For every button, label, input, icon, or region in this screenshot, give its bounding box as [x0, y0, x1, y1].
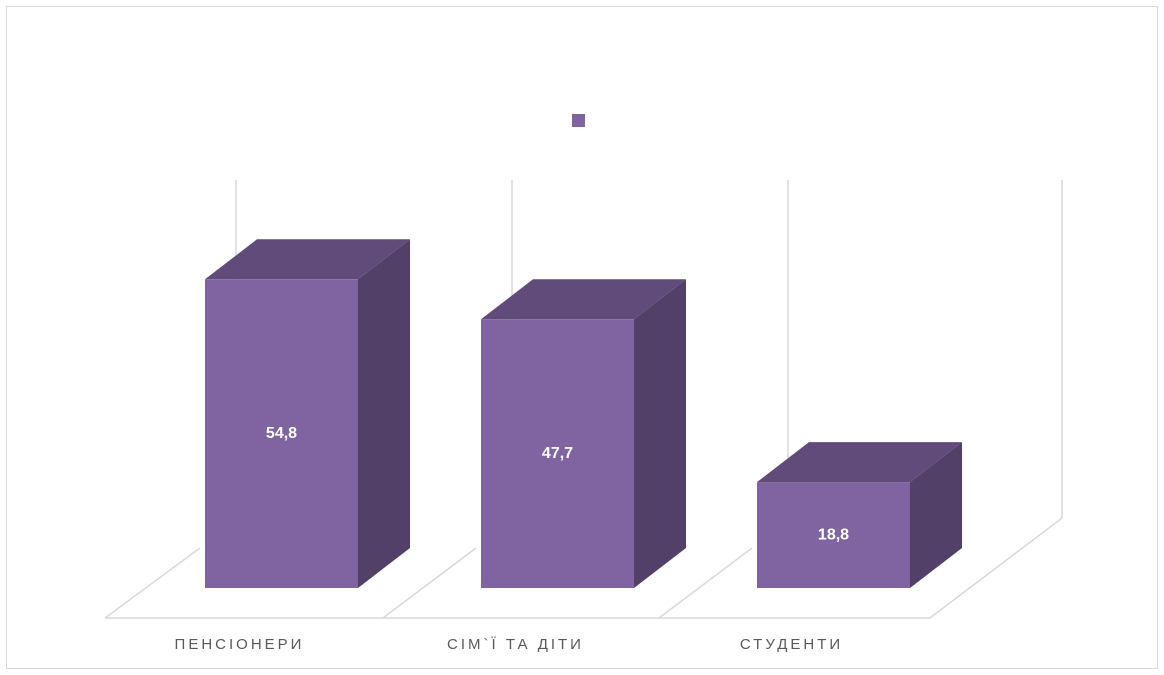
bar-top	[757, 442, 962, 483]
x-tick-label: ПЕНСІОНЕРИ	[175, 636, 305, 653]
floor-edge	[105, 517, 1063, 619]
bar-top	[205, 239, 410, 280]
value-label: 18,8	[818, 526, 849, 543]
bar-top	[481, 279, 686, 320]
bar	[757, 482, 910, 588]
value-label: 54,8	[266, 425, 297, 442]
legend-marker	[572, 114, 585, 127]
bar-side	[910, 442, 962, 588]
floor-line	[658, 547, 753, 619]
bar-side	[634, 279, 686, 588]
bar	[205, 279, 358, 588]
bar	[481, 319, 634, 588]
x-tick-label: СТУДЕНТИ	[740, 636, 843, 653]
floor-line	[382, 547, 477, 619]
x-tick-label: СІМ`Ї ТА ДІТИ	[447, 636, 584, 653]
value-label: 47,7	[542, 445, 573, 462]
floor-line	[104, 547, 201, 619]
bar-side	[358, 239, 410, 588]
